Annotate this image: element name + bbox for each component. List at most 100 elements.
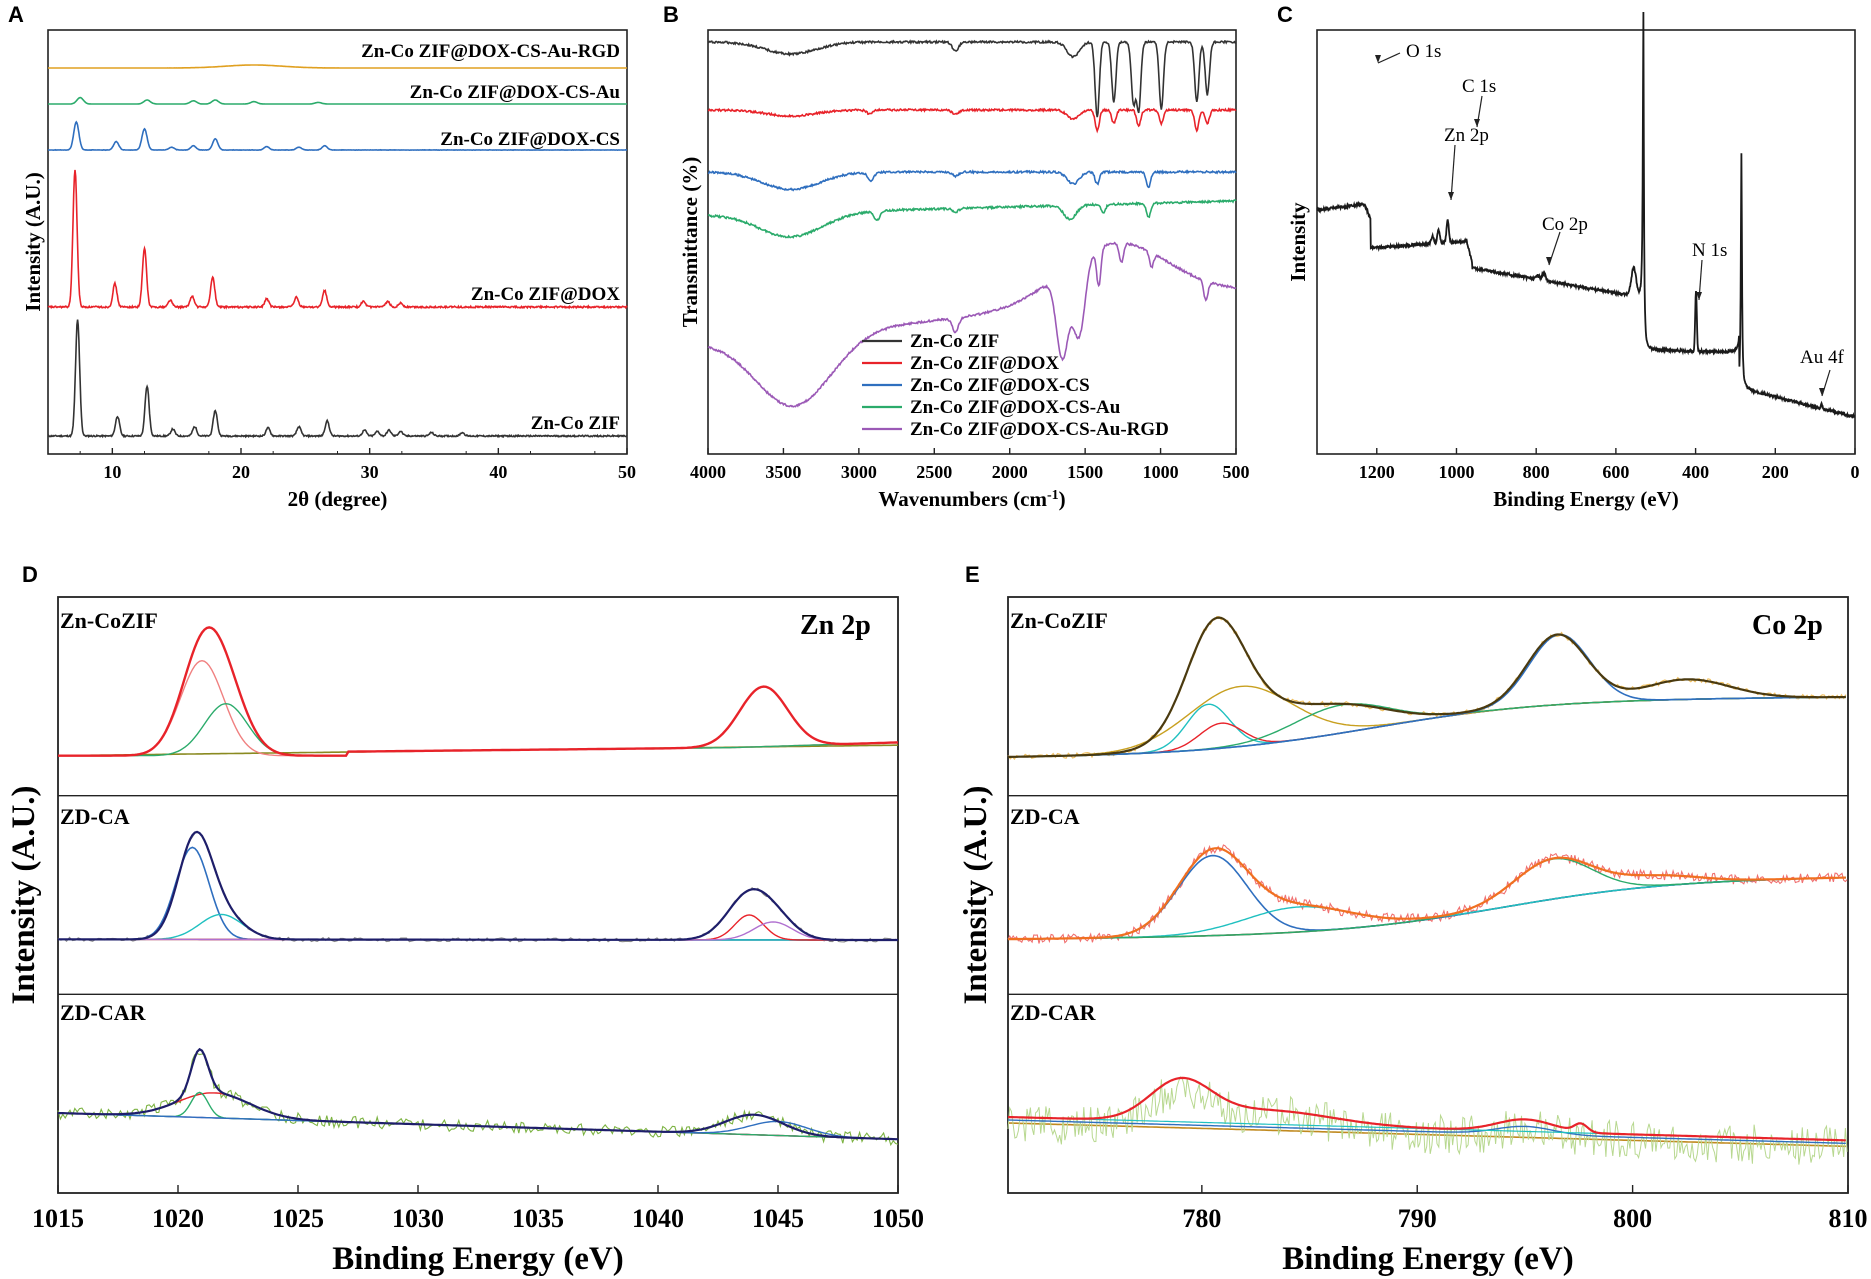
panel-d-xtick-label-2: 1025 [272, 1204, 324, 1233]
panel-d-sublabel-3: ZD-CAR [60, 1000, 147, 1025]
panel-e-ylabel: Intensity (A.U.) [958, 785, 994, 1004]
panel-b-series-4 [707, 241, 1237, 408]
panel-d-ylabel: Intensity (A.U.) [6, 785, 42, 1004]
panel-e-sublabel-2: ZD-CA [1010, 804, 1080, 829]
panel-d3-fit-1 [57, 1092, 898, 1140]
panel-c-frame [1316, 29, 1856, 455]
panel-c-annotation-1: C 1s [1462, 76, 1496, 97]
panel-d2-raw [57, 830, 897, 943]
panel-label-c: C [1277, 2, 1293, 27]
panel-d-corner-label: Zn 2p [800, 610, 871, 641]
panel-a-series-1 [47, 169, 628, 310]
panel-c-annotation-0: O 1s [1406, 41, 1441, 62]
panel-c-arrowhead-3 [1546, 257, 1552, 265]
panel-e3-raw [1007, 1076, 1848, 1165]
panel-label-e: E [965, 562, 980, 587]
panel-a-series-2 [47, 120, 627, 152]
panel-b-series-1 [707, 107, 1237, 134]
panel-d1-fit-1 [58, 659, 899, 757]
panel-c-annotation-5: Au 4f [1800, 347, 1844, 368]
panel-c-xps-survey-chart: 1200 1000 800 600 400 200 0 Binding Energy (eV)… [1286, 11, 1860, 511]
panel-c-xtick-label-2: 800 [1523, 462, 1550, 482]
panel-d3-raw [57, 1053, 899, 1147]
panel-a-series-label-1: Zn-Co ZIF@DOX [471, 284, 620, 305]
panel-b-legend-label-2: Zn-Co ZIF@DOX-CS [910, 375, 1090, 396]
panel-b-xtick-label-0: 4000 [690, 462, 726, 482]
panel-b-legend-label-1: Zn-Co ZIF@DOX [910, 353, 1059, 374]
panel-e-xlabel: Binding Energy (eV) [1282, 1241, 1574, 1277]
panel-c-xtick-label-3: 600 [1602, 462, 1629, 482]
panel-b-series-0 [707, 39, 1237, 118]
panel-d3-envelope [57, 1047, 898, 1141]
panel-b-xtick-label-5: 1500 [1067, 462, 1103, 482]
panel-e-xtick-label-3: 810 [1829, 1204, 1868, 1233]
panel-a-series-label-3: Zn-Co ZIF@DOX-CS-Au [410, 82, 621, 103]
panel-c-arrowhead-1 [1474, 119, 1480, 127]
panel-d-xtick-label-3: 1030 [392, 1204, 444, 1233]
panel-c-arrow-2 [1450, 144, 1456, 201]
panel-b-xtick-label-6: 1000 [1143, 462, 1179, 482]
panel-e-sublabel-3: ZD-CAR [1010, 1000, 1097, 1025]
panel-c-arrowhead-0 [1375, 55, 1381, 63]
panel-b-ftir-chart: 4000 3500 3000 2500 2000 1500 1000 500 Wavenumbe… [678, 29, 1250, 511]
panel-e-xtick-label-2: 800 [1613, 1204, 1652, 1233]
panel-c-arrowhead-5 [1819, 388, 1825, 396]
panel-e1-raw [1007, 616, 1847, 760]
panel-b-xlabel: Wavenumbers (cm-1) [878, 487, 1065, 511]
panel-d-xlabel: Binding Energy (eV) [332, 1241, 624, 1277]
panel-c-annotation-4: N 1s [1692, 240, 1727, 261]
panel-d2-fit-1 [58, 846, 898, 941]
panel-a-series-3 [48, 96, 627, 105]
panel-e-frame [1007, 596, 1849, 1194]
panel-c-xtick-label-4: 400 [1682, 462, 1709, 482]
panel-d-xtick-label-1: 1020 [152, 1204, 204, 1233]
panel-c-xtick-label-5: 200 [1762, 462, 1789, 482]
panel-d2-envelope [58, 830, 898, 942]
panel-d-xtick-label-7: 1050 [872, 1204, 924, 1233]
panel-d-xtick-label-6: 1045 [752, 1204, 804, 1233]
panel-d1-fit-2 [58, 702, 899, 757]
panel-a-ylabel: Intensity (A.U.) [21, 172, 45, 311]
panel-c-arrow-0 [1377, 52, 1401, 64]
panel-c-arrowhead-4 [1696, 292, 1702, 300]
panel-c-annotation-2: Zn 2p [1444, 125, 1489, 146]
panel-d2-fit-3 [58, 914, 898, 941]
panel-c-arrowhead-2 [1448, 192, 1454, 200]
panel-label-d: D [22, 562, 38, 587]
panel-d-xtick-label-5: 1040 [632, 1204, 684, 1233]
panel-d-zn2p-chart: 1015 1020 1025 1030 1035 1040 1045 1050 Binding … [6, 596, 924, 1277]
panel-a-series-label-2: Zn-Co ZIF@DOX-CS [440, 129, 620, 150]
panel-d-xtick-label-4: 1035 [512, 1204, 564, 1233]
panel-e1-fit-5 [1008, 633, 1846, 758]
panel-d1-envelope [58, 626, 899, 757]
panel-c-xtick-label-0: 1200 [1359, 462, 1395, 482]
panel-e2-fit-3 [1007, 857, 1846, 940]
panel-e-xtick-label-1: 790 [1398, 1204, 1437, 1233]
panel-label-b: B [663, 2, 679, 27]
panel-e3-fit-1 [1007, 1119, 1846, 1144]
panel-b-ylabel: Transmittance (%) [678, 157, 702, 328]
panel-b-legend-label-0: Zn-Co ZIF [910, 331, 999, 352]
panel-a-xrd-chart: 10 20 30 40 50 2θ (degree) Intensity (A.U.) Zn-… [21, 29, 636, 511]
panel-b-legend-label-3: Zn-Co ZIF@DOX-CS-Au [910, 397, 1121, 418]
panel-d-sublabel-2: ZD-CA [60, 804, 130, 829]
panel-b-xtick-label-1: 3500 [765, 462, 801, 482]
panel-d-xtick-label-0: 1015 [32, 1204, 84, 1233]
panel-a-xtick-label-1: 20 [232, 462, 250, 482]
panel-d-sublabel-1: Zn-CoZIF [60, 608, 158, 633]
panel-a-xtick-label-4: 50 [618, 462, 636, 482]
panel-c-annotation-3: Co 2p [1542, 214, 1588, 235]
panel-e-sublabel-1: Zn-CoZIF [1010, 608, 1108, 633]
panel-c-xtick-label-6: 0 [1851, 462, 1860, 482]
panel-d-frame [57, 596, 899, 1194]
panel-d2-fit-4 [58, 921, 898, 941]
panel-e2-raw [1007, 844, 1848, 944]
panel-b-xtick-label-7: 500 [1223, 462, 1250, 482]
panel-a-series-4 [48, 64, 627, 69]
panel-d2-fit-2 [58, 913, 898, 941]
panel-e1-fit-3 [1008, 685, 1846, 758]
panel-e-corner-label: Co 2p [1752, 610, 1823, 641]
panel-label-a: A [8, 2, 24, 27]
panel-e1-envelope [1008, 616, 1846, 758]
